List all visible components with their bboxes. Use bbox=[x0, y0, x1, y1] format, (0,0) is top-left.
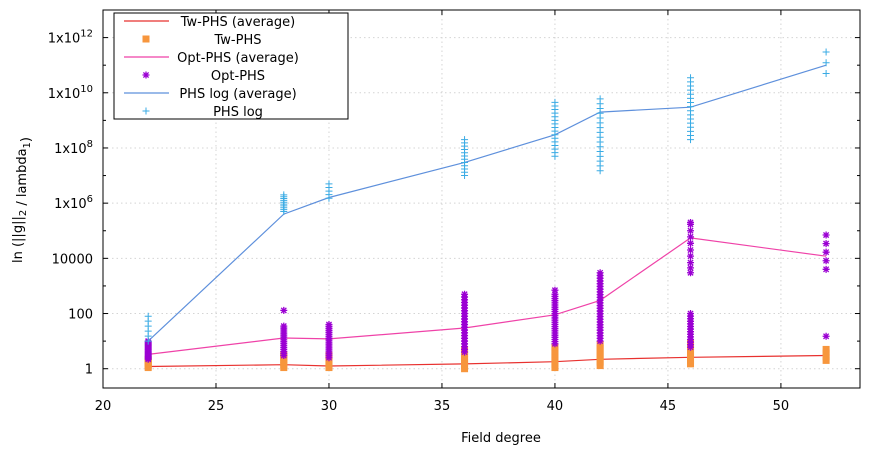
data-point bbox=[687, 227, 695, 235]
plot-frame bbox=[102, 9, 861, 389]
data-layer bbox=[144, 48, 830, 373]
axes bbox=[102, 9, 861, 389]
y-tick-label: 10000 bbox=[52, 252, 93, 267]
series-line bbox=[148, 237, 827, 355]
series-opt-phs bbox=[144, 218, 830, 363]
data-point bbox=[687, 233, 695, 241]
legend-box bbox=[113, 12, 349, 120]
legend-label: PHS log (average) bbox=[179, 87, 296, 102]
y-tick-label: 100 bbox=[68, 308, 93, 323]
data-point bbox=[596, 344, 604, 352]
y-tick-label: 1x1012 bbox=[48, 29, 93, 47]
legend-label: Tw-PHS bbox=[214, 33, 262, 48]
data-point bbox=[142, 107, 150, 115]
data-point bbox=[596, 348, 604, 356]
legend: Tw-PHS (average) Tw-PHS Opt-PHS (average) O… bbox=[113, 12, 349, 120]
y-tick-label: 1x108 bbox=[54, 139, 93, 157]
x-tick-label: 45 bbox=[660, 399, 677, 414]
data-point bbox=[822, 69, 830, 77]
data-point bbox=[280, 306, 288, 314]
data-point bbox=[822, 240, 830, 248]
data-point bbox=[144, 312, 152, 320]
data-point bbox=[280, 322, 288, 330]
data-point bbox=[822, 345, 830, 353]
x-tick-label: 30 bbox=[321, 399, 338, 414]
data-point bbox=[687, 239, 695, 247]
y-tick-label: 1x1010 bbox=[48, 84, 93, 102]
series-phs-log bbox=[144, 48, 830, 345]
data-point bbox=[687, 246, 695, 254]
x-tick-label: 25 bbox=[208, 399, 225, 414]
data-point bbox=[461, 290, 469, 298]
data-point bbox=[822, 332, 830, 340]
data-point bbox=[551, 290, 559, 298]
data-point bbox=[596, 269, 604, 277]
data-point bbox=[596, 355, 604, 363]
legend-label: Opt-PHS bbox=[211, 69, 265, 84]
data-point bbox=[687, 259, 695, 267]
tick-labels: 20 25 30 35 40 45 50 1 100 10000 1x106 1x108 1x1010 1… bbox=[48, 29, 789, 414]
data-point bbox=[687, 252, 695, 260]
data-point bbox=[822, 231, 830, 239]
data-point bbox=[822, 356, 830, 364]
data-point bbox=[325, 321, 333, 329]
series-line bbox=[148, 354, 827, 368]
x-tick-label: 20 bbox=[95, 399, 112, 414]
data-point bbox=[325, 180, 333, 188]
series-tw-phs-average- bbox=[148, 354, 827, 368]
data-point bbox=[822, 257, 830, 265]
series-phs-log-average- bbox=[147, 64, 827, 342]
data-point bbox=[596, 351, 604, 359]
data-point bbox=[280, 191, 288, 199]
data-point bbox=[687, 310, 695, 318]
y-tick-label: 1x106 bbox=[54, 194, 93, 212]
series-opt-phs-average- bbox=[148, 237, 827, 355]
data-point bbox=[822, 248, 830, 256]
data-point bbox=[687, 264, 695, 272]
data-point bbox=[461, 136, 469, 144]
legend-label: Opt-PHS (average) bbox=[177, 51, 299, 66]
series-tw-phs bbox=[144, 339, 830, 373]
data-point bbox=[551, 98, 559, 106]
data-point bbox=[822, 265, 830, 273]
series-line bbox=[147, 64, 827, 342]
x-axis-label: Field degree bbox=[461, 431, 541, 446]
y-tick-label: 1 bbox=[85, 363, 93, 378]
data-point bbox=[142, 35, 150, 43]
data-point bbox=[687, 218, 695, 226]
data-point bbox=[596, 358, 604, 366]
data-point bbox=[822, 59, 830, 67]
data-point bbox=[687, 74, 695, 82]
data-point bbox=[551, 286, 559, 294]
data-point bbox=[596, 95, 604, 103]
data-point bbox=[822, 353, 830, 361]
x-tick-label: 50 bbox=[773, 399, 790, 414]
data-point bbox=[142, 71, 150, 79]
x-tick-label: 40 bbox=[547, 399, 564, 414]
y-axis-label: ln (||g||2 / lambda1) bbox=[11, 137, 34, 263]
legend-label: Tw-PHS (average) bbox=[180, 15, 295, 30]
legend-label: PHS log bbox=[213, 105, 263, 120]
data-point bbox=[822, 48, 830, 56]
x-tick-label: 35 bbox=[434, 399, 451, 414]
data-point bbox=[687, 269, 695, 277]
data-point bbox=[822, 349, 830, 357]
data-point bbox=[596, 362, 604, 370]
